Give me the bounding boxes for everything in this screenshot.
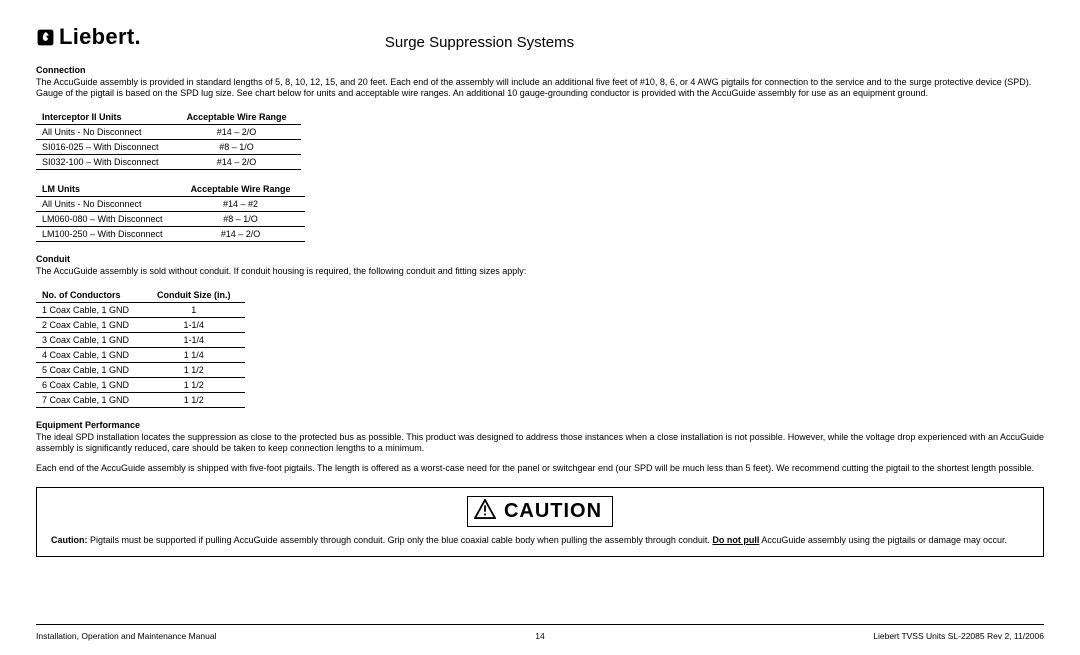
table-conduit: No. of ConductorsConduit Size (in.) 1 Co… <box>36 288 245 408</box>
heading-conduit: Conduit <box>36 254 1044 264</box>
heading-equipment: Equipment Performance <box>36 420 1044 430</box>
table-row: 1 Coax Cable, 1 GND1 <box>36 302 245 317</box>
para-equip-2: Each end of the AccuGuide assembly is sh… <box>36 463 1044 475</box>
flame-icon <box>36 28 55 47</box>
brand-name: Liebert. <box>59 24 141 50</box>
table-row: SI032-100 – With Disconnect#14 – 2/O <box>36 154 301 169</box>
heading-connection: Connection <box>36 65 1044 75</box>
footer-rule <box>36 624 1044 625</box>
para-connection: The AccuGuide assembly is provided in st… <box>36 77 1044 100</box>
th: Acceptable Wire Range <box>173 110 301 125</box>
caution-box: CAUTION Caution: Pigtails must be suppor… <box>36 487 1044 558</box>
table-row: 3 Coax Cable, 1 GND1-1/4 <box>36 332 245 347</box>
brand-logo: Liebert. <box>36 24 141 50</box>
table-row: 6 Coax Cable, 1 GND1 1/2 <box>36 377 245 392</box>
th: Conduit Size (in.) <box>143 288 245 303</box>
table-row: LM060-080 – With Disconnect#8 – 1/O <box>36 211 305 226</box>
th: Acceptable Wire Range <box>177 182 305 197</box>
page-header: Liebert. Surge Suppression Systems <box>36 24 1044 51</box>
para-equip-1: The ideal SPD installation locates the s… <box>36 432 1044 455</box>
warning-icon <box>474 499 496 524</box>
table-interceptor: Interceptor II UnitsAcceptable Wire Rang… <box>36 110 301 170</box>
footer-page: 14 <box>36 631 1044 641</box>
table-lm: LM UnitsAcceptable Wire Range All Units … <box>36 182 305 242</box>
th: Interceptor II Units <box>36 110 173 125</box>
document-title: Surge Suppression Systems <box>385 34 574 51</box>
caution-label: CAUTION <box>467 496 613 527</box>
caution-label-row: CAUTION <box>37 488 1043 533</box>
table-row: 4 Coax Cable, 1 GND1 1/4 <box>36 347 245 362</box>
para-conduit: The AccuGuide assembly is sold without c… <box>36 266 1044 278</box>
table-row: All Units - No Disconnect#14 – #2 <box>36 196 305 211</box>
page-footer: Installation, Operation and Maintenance … <box>36 631 1044 641</box>
table-row: SI016-025 – With Disconnect#8 – 1/O <box>36 139 301 154</box>
caution-word: CAUTION <box>504 500 602 523</box>
table-row: 5 Coax Cable, 1 GND1 1/2 <box>36 362 245 377</box>
caution-body: Caution: Pigtails must be supported if p… <box>37 533 1043 557</box>
table-row: 7 Coax Cable, 1 GND1 1/2 <box>36 392 245 407</box>
table-row: 2 Coax Cable, 1 GND1-1/4 <box>36 317 245 332</box>
th: LM Units <box>36 182 177 197</box>
table-row: LM100-250 – With Disconnect#14 – 2/O <box>36 226 305 241</box>
th: No. of Conductors <box>36 288 143 303</box>
table-row: All Units - No Disconnect#14 – 2/O <box>36 124 301 139</box>
